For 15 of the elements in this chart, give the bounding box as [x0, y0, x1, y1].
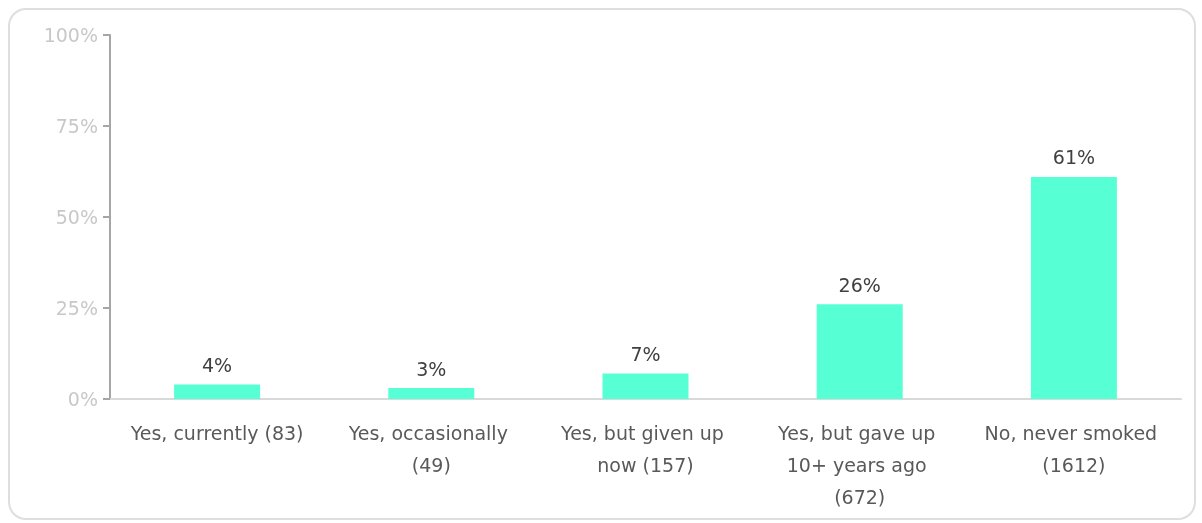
bar	[1030, 176, 1117, 399]
bar	[602, 373, 689, 399]
x-tick-label: Yes, currently (83)	[129, 422, 304, 444]
data-label: 7%	[630, 343, 661, 366]
bar	[816, 304, 903, 399]
data-label: 3%	[416, 357, 447, 380]
x-tick-label: Yes, occasionally (49)	[347, 422, 514, 476]
data-label: 61%	[1052, 146, 1096, 169]
x-tick-label: No, never smoked (1612)	[984, 422, 1164, 476]
x-tick-label: Yes, but given up now (157)	[560, 422, 730, 476]
data-label: 26%	[838, 273, 881, 296]
data-label: 4%	[202, 353, 233, 376]
bar	[388, 388, 475, 399]
x-tick-label: Yes, but gave up 10+ years ago (672)	[777, 422, 942, 508]
bar	[174, 384, 261, 399]
